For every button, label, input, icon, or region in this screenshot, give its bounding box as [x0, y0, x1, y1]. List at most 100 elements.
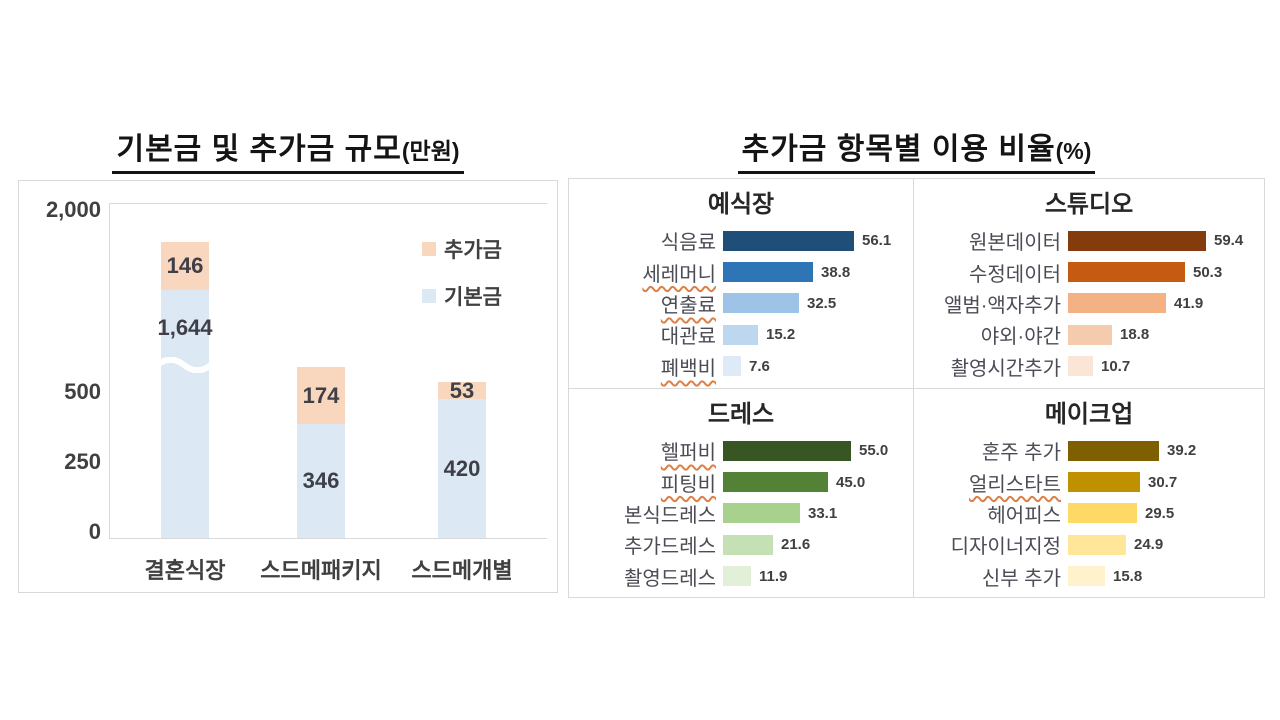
row-bar	[723, 503, 800, 524]
panel-row: 앨범·액자추가 41.9	[920, 288, 1262, 319]
panel-rows-wedding-hall: 식음료 56.1 세레머니 38.8 연출료 32.5 대관료 15.2 폐백비 7.6	[575, 225, 911, 382]
right-section-title-text: 추가금 항목별 이용 비율	[741, 133, 1056, 166]
legend-item-base: 기본금	[422, 283, 502, 309]
row-value: 21.6	[781, 536, 811, 554]
bar-결혼식장-base	[161, 290, 209, 538]
legend-label-base: 기본금	[444, 286, 502, 309]
row-bar	[723, 472, 828, 493]
left-chart-title-text: 기본금 및 추가금 규모	[116, 133, 402, 166]
panel-row: 원본데이터 59.4	[920, 225, 1262, 256]
row-value: 50.3	[1193, 263, 1223, 281]
row-label: 본식드레스	[624, 504, 716, 527]
row-label: 디자이너지정	[950, 536, 1061, 559]
row-bar	[1068, 262, 1185, 283]
x-axis-line	[109, 538, 547, 539]
row-value: 38.8	[821, 263, 851, 281]
value-label-base-스드메패키지: 346	[302, 468, 340, 493]
row-value: 39.2	[1167, 442, 1197, 460]
panel-row: 디자이너지정 24.9	[920, 529, 1262, 560]
row-value: 29.5	[1145, 504, 1175, 522]
right-section-title-unit: (%)	[1055, 138, 1092, 164]
panel-makeup: 메이크업 혼주 추가 39.2 얼리스타트 30.7 헤어피스 29.5 디자이너지정 24.…	[914, 389, 1264, 597]
stacked-bar-chart: 2,000 500 250 0 146 1,644 결혼식장 174 346 스드메패키지…	[18, 180, 558, 593]
row-bar	[1068, 230, 1206, 251]
row-label: 수정데이터	[969, 263, 1061, 286]
panel-row: 헤어피스 29.5	[920, 498, 1262, 529]
row-label: 앨범·액자추가	[943, 294, 1061, 317]
panel-rows-dress: 헬퍼비 55.0 피팅비 45.0 본식드레스 33.1 추가드레스 21.6 촬영드레스 11.…	[575, 435, 911, 592]
right-section-title: 추가금 항목별 이용 비율(%)	[568, 124, 1265, 174]
row-bar	[1068, 293, 1166, 314]
bar-스드메개별-base	[438, 399, 486, 538]
value-label-extra-스드메개별: 53	[449, 377, 475, 403]
panel-row: 신부 추가 15.8	[920, 561, 1262, 592]
row-value: 15.8	[1113, 567, 1143, 585]
bar-스드메패키지-extra	[297, 367, 345, 424]
row-label: 혼주 추가	[981, 442, 1061, 465]
row-bar	[1068, 503, 1137, 524]
usage-ratio-grid: 예식장 식음료 56.1 세레머니 38.8 연출료 32.5 대관료 15.2 폐백비 7.6 …	[568, 178, 1265, 598]
value-label-base-결혼식장: 1,644	[157, 315, 213, 340]
y-tick-250: 250	[64, 449, 101, 474]
panel-rows-studio: 원본데이터 59.4 수정데이터 50.3 앨범·액자추가 41.9 야외·야간 18.8 촬영…	[920, 225, 1262, 382]
left-chart-title-underline: 기본금 및 추가금 규모(만원)	[112, 124, 464, 174]
base-fee-swatch-icon	[422, 289, 436, 303]
row-label: 식음료	[660, 232, 716, 255]
x-category-스드메패키지: 스드메패키지	[260, 558, 382, 583]
row-bar	[723, 534, 773, 555]
row-label: 추가드레스	[624, 536, 716, 559]
y-tick-500: 500	[64, 379, 101, 404]
row-bar	[723, 566, 751, 587]
row-value: 41.9	[1174, 294, 1204, 312]
panel-row: 수정데이터 50.3	[920, 256, 1262, 287]
y-tick-2000: 2,000	[45, 197, 101, 222]
row-value: 30.7	[1148, 473, 1178, 491]
row-label: 신부 추가	[981, 567, 1061, 590]
row-bar	[1068, 566, 1105, 587]
row-bar	[1068, 356, 1093, 377]
row-label: 세레머니	[642, 263, 716, 286]
row-value: 18.8	[1120, 326, 1150, 344]
panel-row: 촬영시간추가 10.7	[920, 351, 1262, 382]
row-bar	[1068, 324, 1112, 345]
row-bar	[1068, 472, 1140, 493]
bar-스드메패키지-base	[297, 424, 345, 538]
left-chart-title-unit: (만원)	[401, 138, 460, 164]
row-bar	[723, 293, 799, 314]
panel-dress: 드레스 헬퍼비 55.0 피팅비 45.0 본식드레스 33.1 추가드레스 21.6 촬영드레…	[569, 389, 914, 597]
row-bar	[723, 356, 741, 377]
row-label: 헤어피스	[987, 504, 1061, 527]
panel-row: 야외·야간 18.8	[920, 319, 1262, 350]
row-bar	[723, 262, 813, 283]
panel-row: 대관료 15.2	[575, 319, 911, 350]
row-label: 대관료	[660, 326, 716, 349]
extra-fee-swatch-icon	[422, 242, 436, 256]
row-bar	[723, 440, 851, 461]
panel-row: 촬영드레스 11.9	[575, 561, 911, 592]
row-value: 15.2	[766, 326, 796, 344]
legend-item-extra: 추가금	[422, 236, 502, 262]
row-label: 연출료	[660, 294, 716, 317]
plot-top-border	[109, 203, 547, 204]
row-label: 폐백비	[660, 357, 716, 380]
row-value: 10.7	[1101, 357, 1131, 375]
row-bar	[1068, 534, 1126, 555]
y-tick-0: 0	[88, 519, 101, 544]
y-axis-line	[109, 203, 110, 539]
panel-row: 세레머니 38.8	[575, 256, 911, 287]
panel-rows-makeup: 혼주 추가 39.2 얼리스타트 30.7 헤어피스 29.5 디자이너지정 24.9 신부 추…	[920, 435, 1262, 592]
panel-title-studio: 스튜디오	[1044, 191, 1134, 218]
panel-row: 피팅비 45.0	[575, 466, 911, 497]
row-value: 56.1	[862, 232, 892, 250]
row-value: 45.0	[836, 473, 866, 491]
row-label: 얼리스타트	[969, 473, 1061, 496]
panel-title-wedding-hall: 예식장	[707, 191, 775, 218]
row-value: 32.5	[807, 294, 837, 312]
legend: 추가금 기본금	[422, 236, 502, 330]
row-label: 야외·야간	[980, 326, 1061, 349]
row-label: 피팅비	[660, 473, 716, 496]
row-label: 촬영드레스	[624, 567, 716, 590]
panel-title-makeup: 메이크업	[1044, 401, 1134, 428]
panel-row: 헬퍼비 55.0	[575, 435, 911, 466]
